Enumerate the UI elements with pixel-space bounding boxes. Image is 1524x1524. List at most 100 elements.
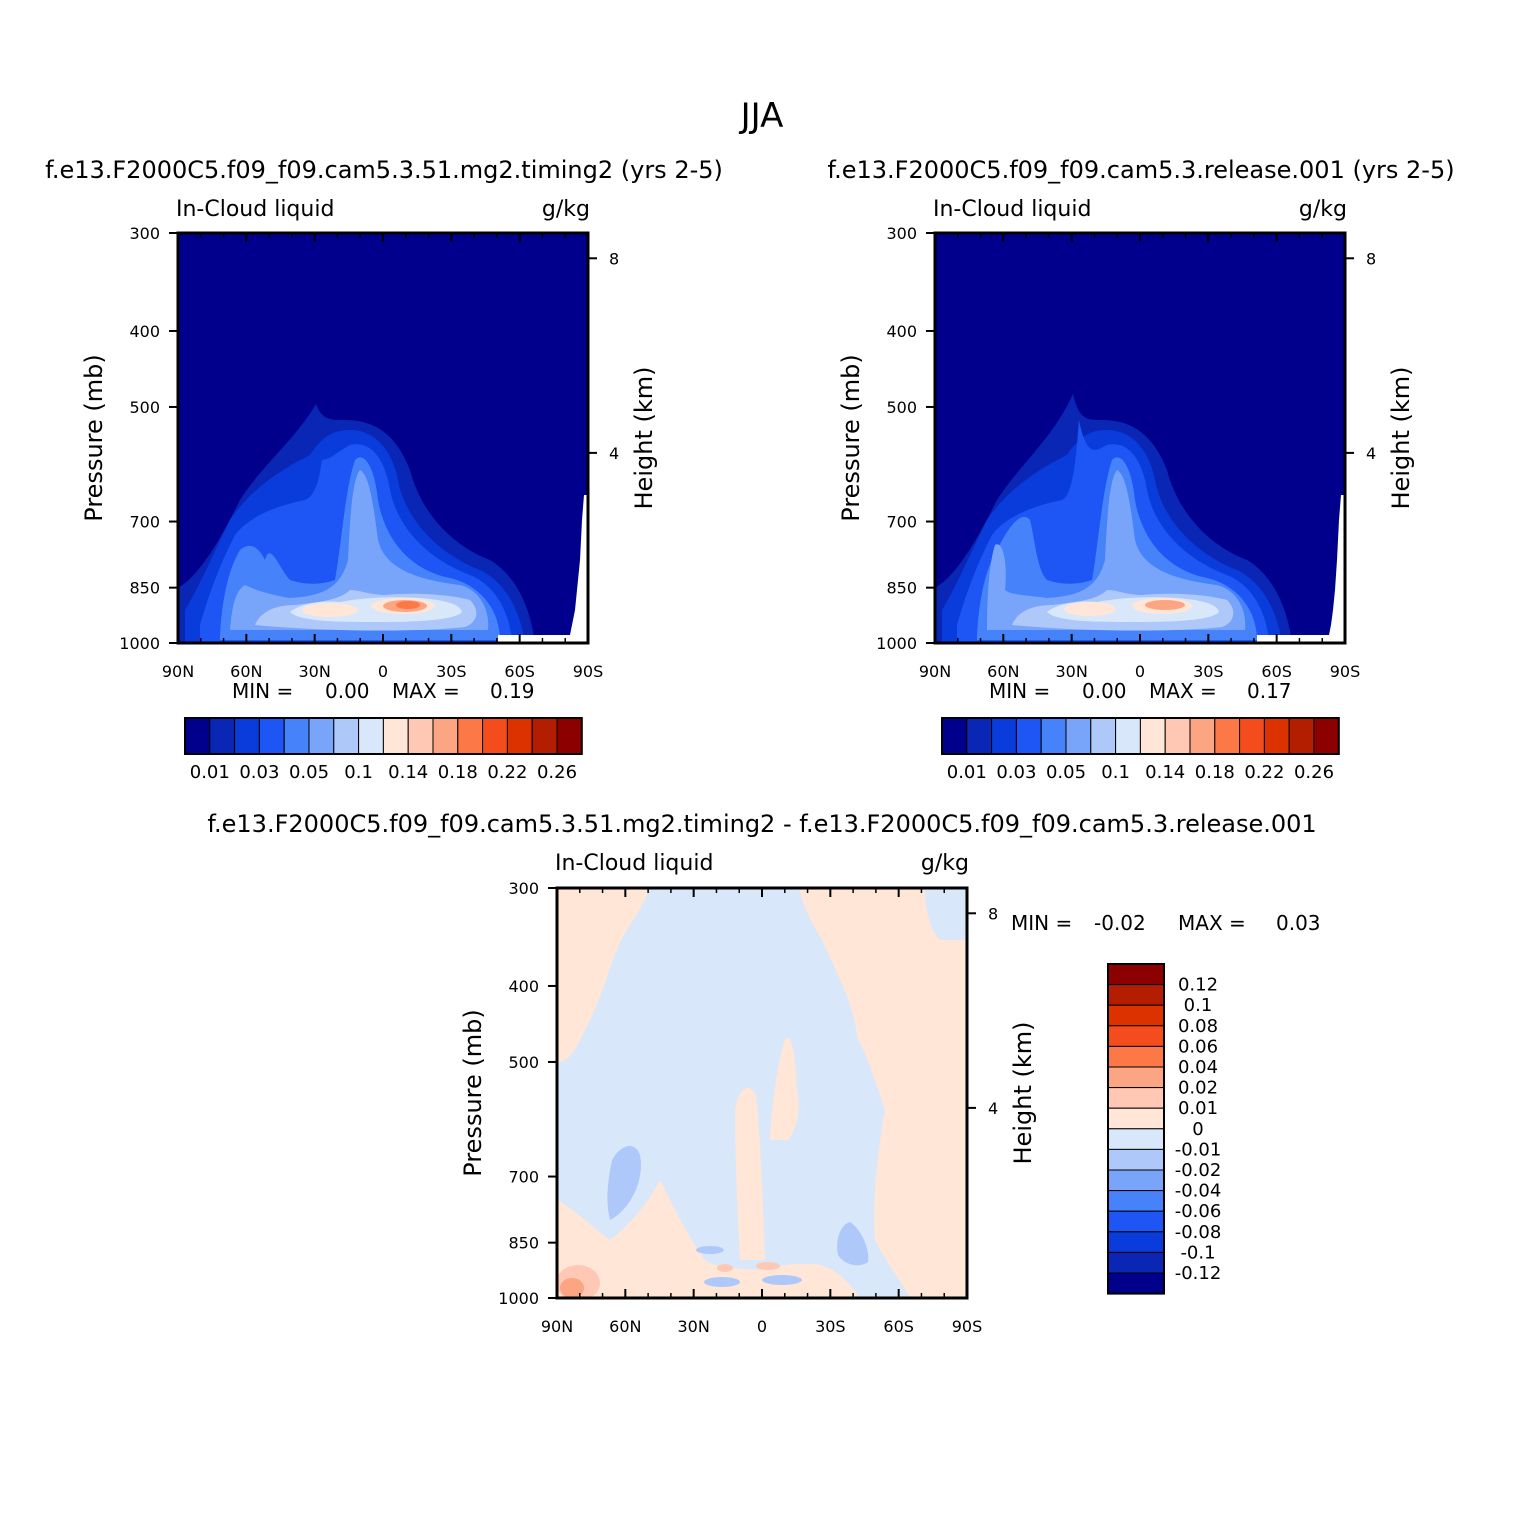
panel-a-stats: MIN = 0.00 MAX = 0.19	[232, 679, 535, 703]
panel-a-colorbar-box	[531, 717, 558, 755]
panel-a-xtick-label: 0	[378, 662, 388, 681]
panel-a-colorbar: 0.01 0.03 0.05 0.1 0.14 0.18 0.22 0.26	[184, 717, 583, 783]
panel-b-colorbar-box	[1189, 717, 1216, 755]
panel-c-ylabel-right: Height (km)	[1009, 1022, 1037, 1165]
panel-c-positive-south	[800, 888, 967, 1298]
panel-a-colorbar-box	[308, 717, 335, 755]
panel-b-xtick-label: 30N	[1056, 662, 1088, 681]
panel-a-xtick-label: 60N	[230, 662, 262, 681]
panel-c-xtick-label: 60N	[609, 1317, 641, 1336]
panel-c: f.e13.F2000C5.f09_f09.cam5.3.51.mg2.timi…	[207, 810, 1320, 1336]
figure-title: JJA	[739, 96, 784, 136]
panel-c-colorbar-box	[1107, 1231, 1165, 1253]
panel-c-positive-north	[557, 888, 650, 1062]
panel-c-positive-lower-left	[557, 1180, 860, 1298]
panel-c-colorbar-box	[1107, 984, 1165, 1006]
panel-b-colorbar-frame	[941, 717, 1340, 755]
panel-b: f.e13.F2000C5.f09_f09.cam5.3.release.001…	[827, 156, 1454, 783]
panel-c-title: f.e13.F2000C5.f09_f09.cam5.3.51.mg2.timi…	[207, 810, 1316, 838]
panel-c-colorbar-box	[1107, 1107, 1165, 1130]
panel-a-colorbar-box	[283, 717, 310, 755]
panel-b-ylabel: Pressure (mb)	[837, 354, 865, 521]
panel-a-units-label: g/kg	[542, 197, 590, 222]
panel-a-title: f.e13.F2000C5.f09_f09.cam5.3.51.mg2.timi…	[45, 156, 723, 184]
panel-a-ytick-label: 850	[129, 579, 160, 598]
panel-b-contour-8	[1064, 602, 1116, 616]
panel-b-xtick-label: 90N	[919, 662, 951, 681]
panel-a-contour-11	[396, 601, 420, 609]
panel-c-colorbar-box	[1107, 1210, 1165, 1233]
panel-c-colorbar-label: -0.08	[1175, 1222, 1222, 1243]
panel-c-ylabel: Pressure (mb)	[459, 1009, 487, 1176]
panel-c-colorbar-label: -0.01	[1175, 1139, 1222, 1160]
panel-b-colorbar-box	[991, 717, 1017, 755]
panel-a-colorbar-frame	[184, 717, 583, 755]
panel-c-colorbar: 0.120.10.080.060.040.020.010-0.01-0.02-0…	[1107, 963, 1222, 1295]
panel-a-colorbar-label: 0.03	[239, 762, 279, 783]
panel-c-colorbar-label: -0.04	[1175, 1181, 1222, 1202]
panel-b-colorbar-box	[1065, 717, 1092, 755]
panel-c-xtick-label: 60S	[883, 1317, 914, 1336]
panel-b-colorbar-label: 0.14	[1145, 762, 1185, 783]
panel-a-ytick-right-label: 4	[609, 444, 619, 463]
panel-b-colorbar-box	[1139, 717, 1166, 755]
panel-a-colorbar-box	[333, 717, 360, 755]
panel-a-colorbar-box	[209, 717, 236, 755]
panel-c-xtick-label: 90N	[541, 1317, 573, 1336]
panel-c-colorbar-box	[1107, 1128, 1165, 1150]
panel-c-colorbar-label: 0.08	[1178, 1016, 1218, 1037]
panel-b-ytick-label: 400	[886, 322, 917, 341]
panel-a-xtick-label: 30N	[299, 662, 331, 681]
panel-a-xtick-label: 90N	[162, 662, 194, 681]
panel-c-negative-blob-1	[607, 1145, 641, 1220]
panel-b-colorbar-box	[1015, 717, 1042, 755]
panel-c-colorbar-box	[1107, 1045, 1165, 1068]
panel-b-colorbar-box	[1313, 717, 1340, 755]
panel-c-colorbar-label: 0	[1192, 1119, 1203, 1140]
panel-a-ytick-label: 400	[129, 322, 160, 341]
panel-b-ytick-label: 300	[886, 224, 917, 243]
panel-a-ticks: 90N 60N 30N 0 30S 60S 90S 300 400 500 700 850 1000 8 4	[119, 224, 619, 681]
panel-c-colorbar-label: 0.01	[1178, 1098, 1218, 1119]
panel-a-colorbar-label: 0.1	[344, 762, 373, 783]
panel-c-colorbar-label: 0.02	[1178, 1078, 1218, 1099]
panel-c-colorbar-box	[1107, 1066, 1165, 1089]
panel-b-colorbar-label: 0.26	[1294, 762, 1334, 783]
panel-a-ytick-label: 500	[129, 398, 160, 417]
panel-b-colorbar-box	[1040, 717, 1067, 755]
panel-b-colorbar-box	[1214, 717, 1241, 755]
panel-c-positive-blob-3	[717, 1264, 733, 1272]
panel-c-positive-blob-2	[560, 1278, 584, 1298]
panel-b-xtick-label: 60S	[1261, 662, 1292, 681]
panel-b-ylabel-right: Height (km)	[1387, 367, 1415, 510]
panel-a-colorbar-label: 0.22	[487, 762, 527, 783]
panel-c-colorbar-box	[1107, 963, 1165, 986]
panel-b-ticks: 90N 60N 30N 0 30S 60S 90S 300 400 500 700 850 1000 8 4	[876, 224, 1376, 681]
panel-c-positive-blob-4	[756, 1262, 780, 1270]
panel-c-colorbar-box	[1107, 1190, 1165, 1212]
panel-c-colorbar-label: 0.06	[1178, 1036, 1218, 1057]
panel-c-xtick-label: 0	[757, 1317, 767, 1336]
panel-a-colorbar-box	[358, 717, 384, 755]
panel-a-colorbar-box	[556, 717, 583, 755]
panel-c-colorbar-frame	[1107, 963, 1165, 1295]
panel-c-xtick-label: 30N	[678, 1317, 710, 1336]
panel-c-max-value: 0.03	[1276, 911, 1321, 935]
panel-b-xtick-label: 90S	[1330, 662, 1361, 681]
panel-a-colorbar-box	[258, 717, 285, 755]
panel-a-colorbar-box	[432, 717, 459, 755]
panel-c-ticks: 90N 60N 30N 0 30S 60S 90S 300 400 500 700 850 1000 8 4	[498, 879, 998, 1336]
panel-c-min-value: -0.02	[1094, 911, 1146, 935]
panel-a-ylabel-right: Height (km)	[630, 367, 658, 510]
panel-c-ytick-label: 400	[508, 977, 539, 996]
panel-a-contour-8	[302, 603, 358, 617]
panel-a-colorbar-label: 0.05	[289, 762, 329, 783]
panel-c-positive-tongue-1	[735, 1087, 765, 1260]
panel-b-colorbar-box	[1239, 717, 1265, 755]
panel-c-negative-blob-5	[762, 1275, 802, 1285]
panel-b-max-value: 0.17	[1247, 679, 1292, 703]
panel-a-field	[178, 233, 588, 643]
panel-a-ytick-label: 300	[129, 224, 160, 243]
panel-b-contour-10	[1145, 600, 1185, 610]
panel-a-ytick-right-label: 8	[609, 249, 619, 268]
